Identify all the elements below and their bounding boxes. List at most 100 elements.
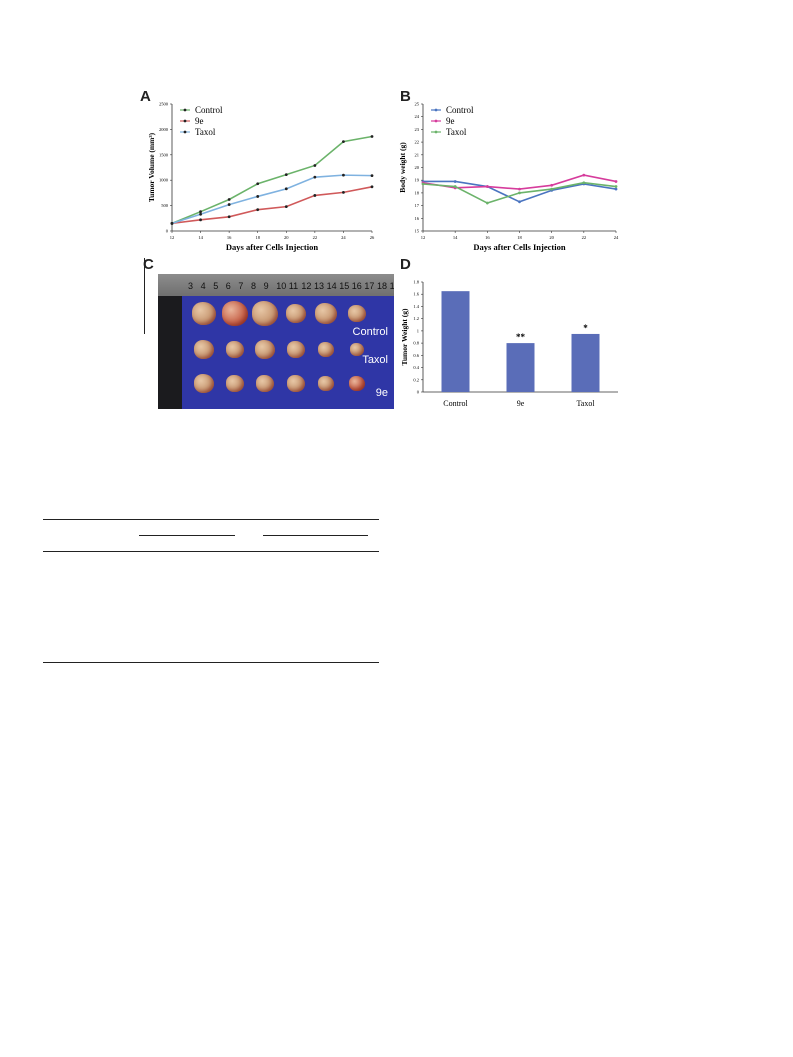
y-tick-label: 23 (415, 127, 420, 132)
panel-d: D 0 0.2 0.4 0.6 0.8 1 1.2 1.4 1.6 1.8 Tumor Weight… (398, 256, 633, 416)
tumor-specimen (252, 301, 278, 326)
ruler-number: 12 (301, 281, 312, 291)
y-tick-label: 500 (161, 203, 169, 208)
y-tick-label: 0.8 (413, 341, 419, 346)
y-tick-label: 20 (415, 165, 420, 170)
legend-label: Taxol (195, 127, 216, 137)
ruler-number: 5 (213, 281, 219, 291)
y-tick-label: 1500 (159, 152, 169, 157)
x-tick-label: Taxol (576, 399, 595, 408)
ruler-number: 14 (326, 281, 337, 291)
ruler-number: 16 (351, 281, 362, 291)
ruler-number: 18 (377, 281, 388, 291)
legend-label: 9e (195, 116, 204, 126)
legend-marker (434, 119, 438, 123)
significance-label: * (583, 323, 588, 333)
x-tick-label: 12 (170, 235, 175, 240)
x-tick-label: 26 (370, 235, 375, 240)
data-point (582, 173, 586, 177)
panel-divider (144, 258, 145, 334)
legend-marker (434, 130, 438, 134)
y-tick-label: 17 (415, 203, 420, 208)
data-point (421, 182, 425, 186)
data-point (256, 182, 260, 186)
data-point (614, 180, 618, 183)
x-tick-label: 24 (341, 235, 346, 240)
bar (441, 291, 470, 392)
ruler-number: 10 (276, 281, 287, 291)
y-tick-label: 1.4 (413, 304, 419, 309)
data-point (284, 187, 288, 191)
ruler-number: 11 (288, 281, 299, 291)
x-tick-label: 20 (549, 235, 554, 240)
y-tick-label: 16 (415, 216, 420, 221)
legend-marker (183, 108, 187, 112)
data-point (256, 208, 260, 212)
legend-label: 9e (446, 116, 455, 126)
y-tick-label: 15 (415, 229, 420, 234)
x-axis-label: Days after Cells Injection (473, 242, 565, 252)
panel-d-letter: D (400, 256, 411, 273)
data-point (370, 135, 374, 138)
data-point (582, 181, 586, 185)
data-point (518, 191, 521, 195)
panel-b-letter: B (400, 88, 411, 105)
data-point (614, 187, 618, 191)
data-point (227, 215, 231, 219)
y-tick-label: 18 (415, 190, 420, 195)
data-point (485, 201, 489, 205)
y-tick-label: 1000 (159, 178, 169, 183)
y-tick-label: 0 (417, 390, 420, 395)
series-line (171, 186, 373, 225)
x-tick-label: 18 (255, 235, 260, 240)
tumor-specimen (318, 376, 334, 392)
photo-dark-band (158, 296, 182, 409)
data-point (453, 180, 457, 183)
ruler-number: 9 (263, 281, 269, 291)
ruler-number: 7 (238, 281, 244, 291)
legend-label: Control (446, 105, 474, 115)
tumor-specimen (255, 340, 275, 359)
bar (571, 333, 600, 392)
data-point (453, 185, 457, 188)
x-tick-label: 16 (227, 235, 232, 240)
table-bottom-rule (43, 662, 379, 663)
data-point (313, 194, 317, 197)
x-tick-label: Control (443, 399, 468, 408)
data-point (199, 218, 202, 222)
tumor-specimen (318, 342, 334, 358)
legend-marker (183, 119, 187, 123)
x-tick-label: 16 (485, 235, 490, 240)
data-point (313, 175, 317, 179)
data-point (342, 173, 345, 177)
ruler-number: 4 (200, 281, 206, 291)
x-tick-label: 12 (421, 235, 426, 240)
tumor-specimen (348, 376, 365, 392)
data-point (518, 200, 521, 204)
ruler (158, 274, 394, 296)
data-point (284, 173, 288, 177)
y-tick-label: 1.6 (413, 292, 419, 297)
y-tick-label: 0.4 (413, 365, 419, 370)
data-point (170, 221, 174, 225)
tumor-photo: Control Taxol 9e 3 4 5 6 7 8 9 10 11 12 13 14 15 16 17… (158, 274, 394, 409)
data-point (227, 198, 231, 201)
tumor-specimen (194, 340, 214, 359)
ruler-number: 15 (339, 281, 350, 291)
tumor-specimen (221, 301, 248, 326)
data-point (199, 212, 202, 216)
series-line (171, 174, 373, 225)
data-point (256, 195, 260, 198)
y-tick-label: 0 (166, 229, 169, 234)
tumor-specimen (349, 343, 364, 357)
panel-a-letter: A (140, 88, 151, 105)
ruler-number: 17 (364, 281, 375, 291)
ruler-number: 8 (251, 281, 257, 291)
panel-a: A 0 500 1000 1500 2000 2500 12 14 16 18 20 22 24 26 Da… (140, 88, 385, 258)
body-weight-chart: 15 16 17 18 19 20 21 22 23 24 25 12 14 16 18 20 22 24 Days… (398, 102, 619, 253)
y-tick-label: 19 (415, 178, 420, 183)
data-point (550, 183, 554, 187)
y-axis-label: Tumor Volume (mm³) (147, 132, 156, 202)
tumor-weight-chart: 0 0.2 0.4 0.6 0.8 1 1.2 1.4 1.6 1.8 Tumor Weight (… (400, 280, 618, 408)
y-tick-label: 2500 (159, 102, 169, 107)
